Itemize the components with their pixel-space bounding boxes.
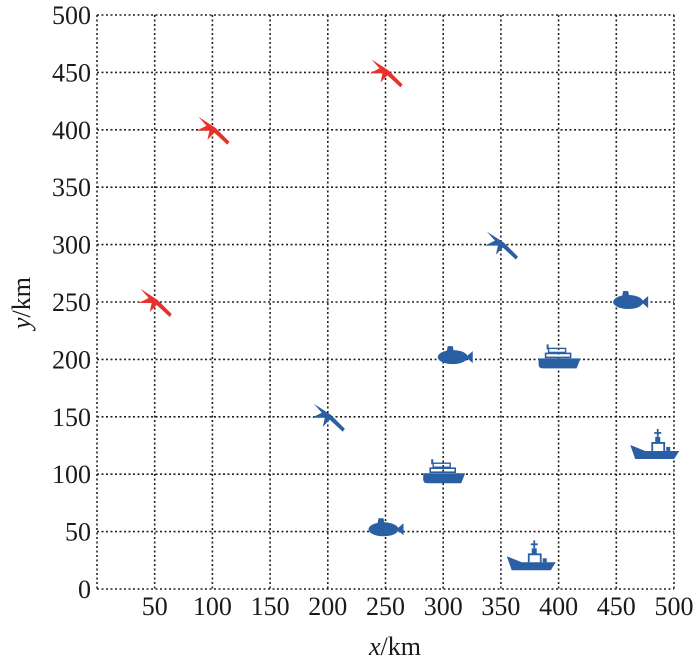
- y-tick-label: 200: [52, 345, 91, 374]
- blue-cruise-ship-marker: [538, 344, 581, 369]
- x-tick-label: 100: [193, 592, 232, 621]
- y-tick-label: 450: [52, 58, 91, 87]
- x-tick-label: 50: [142, 592, 168, 621]
- x-tick-label: 350: [481, 592, 520, 621]
- blue-submarine-marker: [613, 291, 649, 309]
- x-tick-label: 400: [539, 592, 578, 621]
- x-axis-label: x/km: [368, 632, 421, 661]
- y-tick-label: 0: [78, 575, 91, 604]
- x-tick-label: 450: [597, 592, 636, 621]
- blue-aircraft-marker: [311, 403, 345, 432]
- x-tick-label: 200: [308, 592, 347, 621]
- y-tick-label: 400: [52, 116, 91, 145]
- blue-cruise-ship-marker: [423, 459, 466, 484]
- y-tick-label: 500: [52, 1, 91, 30]
- red-aircraft-marker: [196, 116, 230, 145]
- tick-labels: 50 100 150 200 250 300 350 400 450 500 0 50 100 150 20…: [52, 1, 694, 621]
- red-aircraft-marker: [369, 59, 403, 88]
- blue-aircraft-marker: [484, 231, 518, 260]
- x-tick-label: 150: [251, 592, 290, 621]
- blue-warship-marker: [630, 428, 680, 459]
- y-tick-label: 50: [65, 518, 91, 547]
- y-tick-label: 100: [52, 460, 91, 489]
- red-aircraft-marker: [138, 289, 172, 317]
- y-tick-label: 350: [52, 173, 91, 202]
- x-tick-label: 500: [655, 592, 694, 621]
- blue-warship-marker: [506, 540, 556, 571]
- y-axis-label: y/km: [7, 277, 36, 332]
- y-tick-label: 300: [52, 231, 91, 260]
- blue-submarine-marker: [437, 346, 473, 365]
- x-tick-label: 300: [424, 592, 463, 621]
- x-tick-label: 250: [366, 592, 405, 621]
- y-tick-label: 250: [52, 288, 91, 317]
- y-tick-label: 150: [52, 403, 91, 432]
- grid: [96, 14, 675, 590]
- blue-submarine-marker: [368, 518, 404, 537]
- data-points: [138, 59, 680, 571]
